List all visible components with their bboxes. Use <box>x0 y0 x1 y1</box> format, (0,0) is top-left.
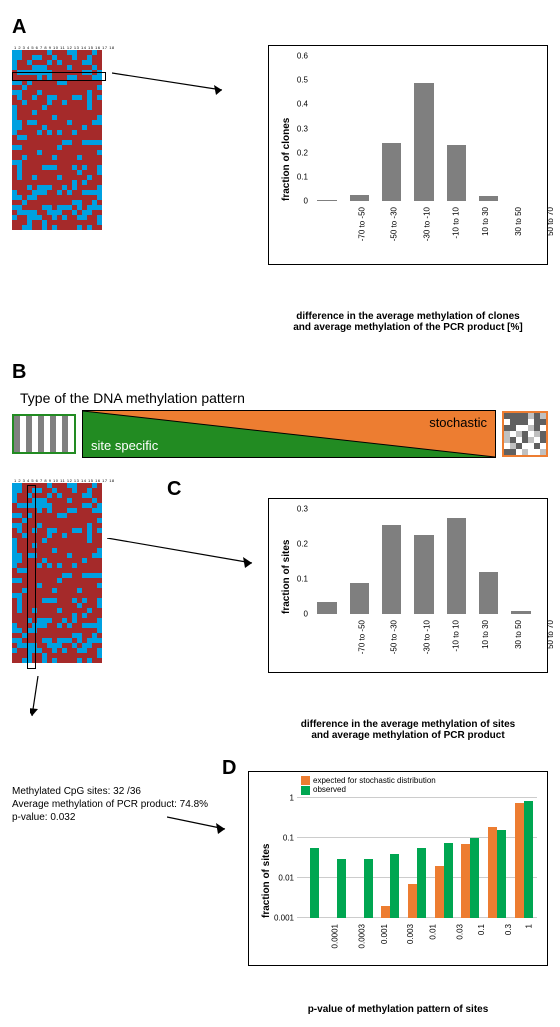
pattern-gradient: site specific stochastic <box>82 410 496 458</box>
heatmap-col-highlight <box>27 485 36 669</box>
arrow-d <box>167 809 237 849</box>
panel-b: B Type of the DNA methylation pattern si… <box>12 361 548 458</box>
panel-c: 1 2 3 4 5 6 7 8 9 10 11 12 13 14 15 16 1… <box>12 478 548 741</box>
arrow-c <box>107 538 267 578</box>
arrow-a <box>112 65 232 255</box>
panel-b-title: Type of the DNA methylation pattern <box>20 390 548 406</box>
panel-a: A 1 2 3 4 5 6 7 8 9 10 11 12 13 14 15 16… <box>12 16 548 333</box>
arrow-caption <box>30 676 70 726</box>
heatmap-row-highlight <box>12 72 106 81</box>
panel-c-chart: 00.10.20.3fraction of sites-70 to -50-50… <box>268 498 548 741</box>
panel-d-label: D <box>222 757 236 780</box>
label-site-specific: site specific <box>91 438 158 453</box>
label-stochastic: stochastic <box>429 415 487 430</box>
chart-d-xlabel: p-value of methylation pattern of sites <box>248 1004 548 1015</box>
panel-a-label: A <box>12 16 548 39</box>
caption-line1: Methylated CpG sites: 32 /36 <box>12 785 212 798</box>
panel-a-chart: 00.10.20.30.40.50.6fraction of clones-70… <box>268 45 548 333</box>
panel-b-label: B <box>12 361 548 384</box>
panel-c-label: C <box>167 478 181 501</box>
panel-d-chart: 0.0010.010.11fraction of sitesexpected f… <box>248 771 548 1015</box>
pattern-site-specific <box>12 414 76 454</box>
chart-a-xlabel: difference in the average methylation of… <box>268 311 548 333</box>
chart-c-xlabel: difference in the average methylation of… <box>268 719 548 741</box>
pattern-stochastic <box>502 411 548 457</box>
